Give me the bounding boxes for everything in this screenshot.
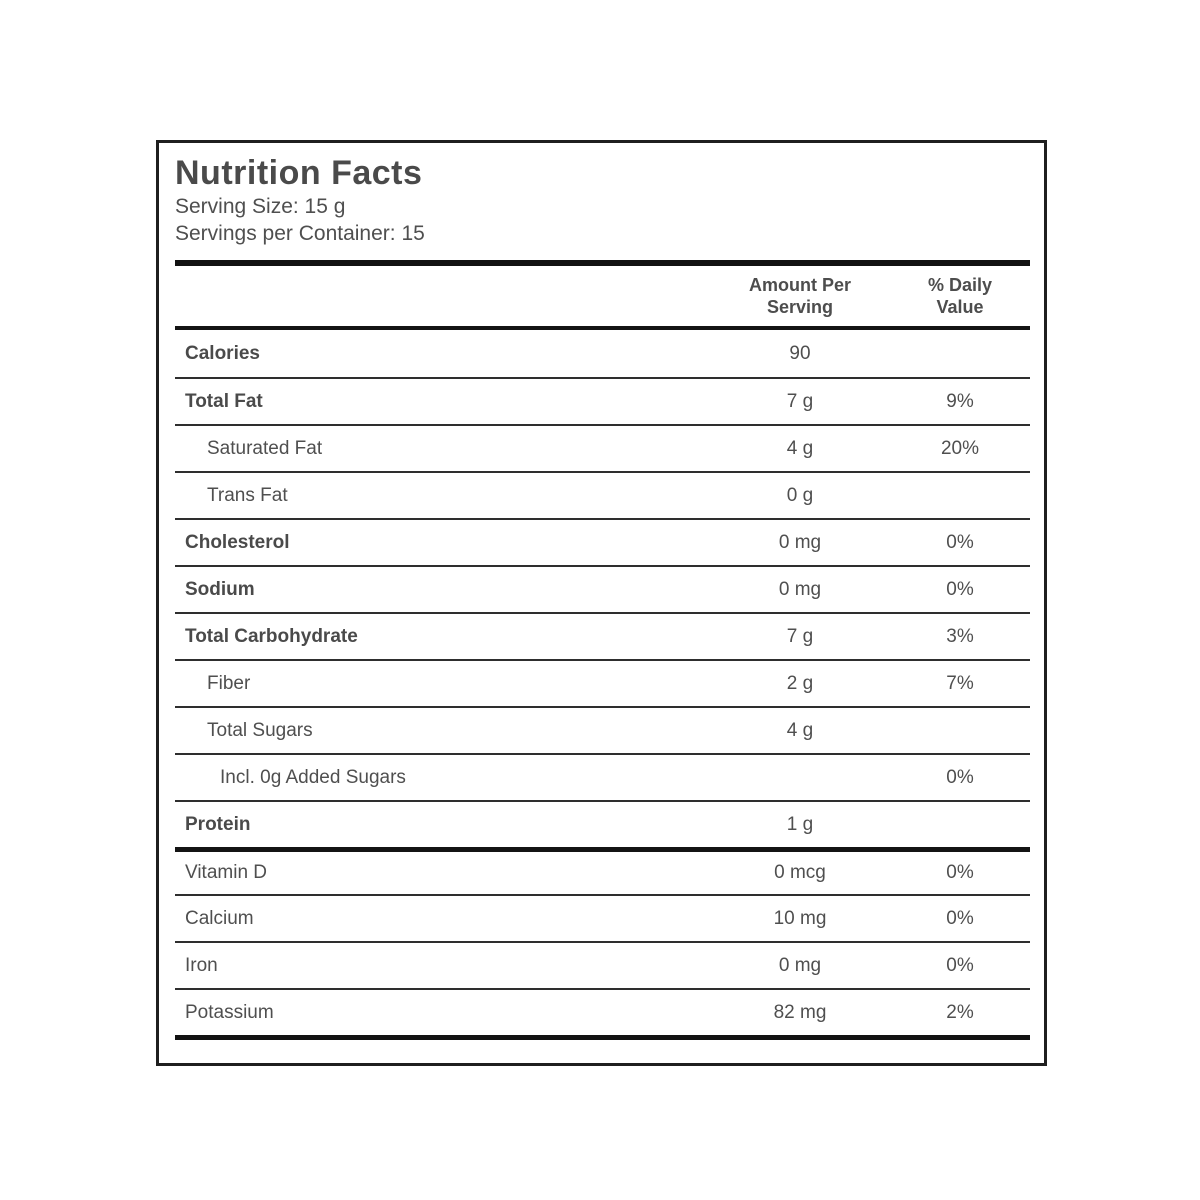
- header-amount-line1: Amount Per: [748, 275, 851, 295]
- row-label: Total Sugars: [207, 719, 313, 741]
- row-amount: 2 g: [786, 672, 814, 694]
- nutrition-label: Nutrition Facts Serving Size: 15 g Servi…: [156, 140, 1047, 1066]
- table-row-total-carbohydrate: Total Carbohydrate 7 g 3%: [175, 612, 1030, 659]
- row-label: Calories: [185, 342, 260, 364]
- row-amount: 7 g: [786, 390, 814, 412]
- table-row-sodium: Sodium 0 mg 0%: [175, 565, 1030, 612]
- row-label: Saturated Fat: [207, 437, 323, 459]
- servings-per-container: Servings per Container: 15: [175, 222, 425, 245]
- row-label: Total Carbohydrate: [185, 625, 358, 647]
- row-amount: 0 mg: [778, 531, 822, 553]
- header-amount-line2: Serving: [766, 297, 834, 317]
- row-label: Total Fat: [185, 390, 263, 412]
- bottom-divider-bar: [175, 1035, 1030, 1040]
- header-daily-line1: % Daily: [927, 275, 993, 295]
- table-row-cholesterol: Cholesterol 0 mg 0%: [175, 518, 1030, 565]
- row-amount: 0 mg: [778, 954, 822, 976]
- row-amount: 7 g: [786, 625, 814, 647]
- table-header-row: Amount Per Serving % Daily Value: [175, 266, 1030, 330]
- row-amount: 82 mg: [773, 1001, 827, 1023]
- row-daily-value: 20%: [940, 437, 980, 459]
- row-label: Cholesterol: [185, 531, 290, 553]
- row-amount: 10 mg: [773, 907, 827, 929]
- header-percent-daily-value: % Daily Value: [890, 274, 1030, 318]
- row-label: Calcium: [185, 907, 254, 929]
- table-row-calories: Calories 90: [175, 330, 1030, 377]
- row-label: Incl. 0g Added Sugars: [220, 766, 406, 788]
- row-amount: 0 mcg: [774, 862, 826, 883]
- row-daily-value: 0%: [946, 531, 974, 553]
- row-label: Potassium: [185, 1001, 274, 1023]
- row-amount: 4 g: [786, 437, 814, 459]
- table-row-potassium: Potassium 82 mg 2%: [175, 988, 1030, 1035]
- table-row-total-fat: Total Fat 7 g 9%: [175, 377, 1030, 424]
- table-row-added-sugars: Incl. 0g Added Sugars 0%: [175, 753, 1030, 800]
- row-label: Vitamin D: [185, 862, 268, 883]
- serving-size: Serving Size: 15 g: [175, 195, 346, 218]
- table-row-saturated-fat: Saturated Fat 4 g 20%: [175, 424, 1030, 471]
- row-daily-value: 7%: [946, 672, 974, 694]
- table-row-trans-fat: Trans Fat 0 g: [175, 471, 1030, 518]
- row-amount: 0 mg: [778, 578, 822, 600]
- row-daily-value: 0%: [946, 766, 974, 788]
- top-divider-bar: [175, 260, 1030, 266]
- row-daily-value: 2%: [946, 1001, 974, 1023]
- row-daily-value: 3%: [946, 625, 974, 647]
- row-label: Protein: [185, 813, 251, 835]
- table-row-calcium: Calcium 10 mg 0%: [175, 894, 1030, 941]
- row-daily-value: 0%: [946, 862, 974, 883]
- row-label: Fiber: [207, 672, 251, 694]
- row-amount: 0 g: [786, 484, 814, 506]
- row-daily-value: 9%: [946, 390, 974, 412]
- row-label: Trans Fat: [207, 484, 288, 506]
- table-row-iron: Iron 0 mg 0%: [175, 941, 1030, 988]
- row-label: Iron: [185, 954, 218, 976]
- header-daily-line2: Value: [936, 297, 984, 317]
- table-row-total-sugars: Total Sugars 4 g: [175, 706, 1030, 753]
- table-row-fiber: Fiber 2 g 7%: [175, 659, 1030, 706]
- table-row-protein: Protein 1 g: [175, 800, 1030, 847]
- header-amount-per-serving: Amount Per Serving: [710, 274, 890, 318]
- row-amount: 1 g: [786, 813, 814, 835]
- row-amount: 4 g: [786, 719, 814, 741]
- row-label: Sodium: [185, 578, 255, 600]
- table-row-vitamin-d: Vitamin D 0 mcg 0%: [175, 847, 1030, 894]
- label-title: Nutrition Facts: [175, 154, 423, 192]
- row-daily-value: 0%: [946, 954, 974, 976]
- row-daily-value: 0%: [946, 578, 974, 600]
- nutrition-table: Amount Per Serving % Daily Value Calorie…: [175, 266, 1030, 1040]
- row-daily-value: 0%: [946, 907, 974, 929]
- row-amount: 90: [789, 342, 811, 364]
